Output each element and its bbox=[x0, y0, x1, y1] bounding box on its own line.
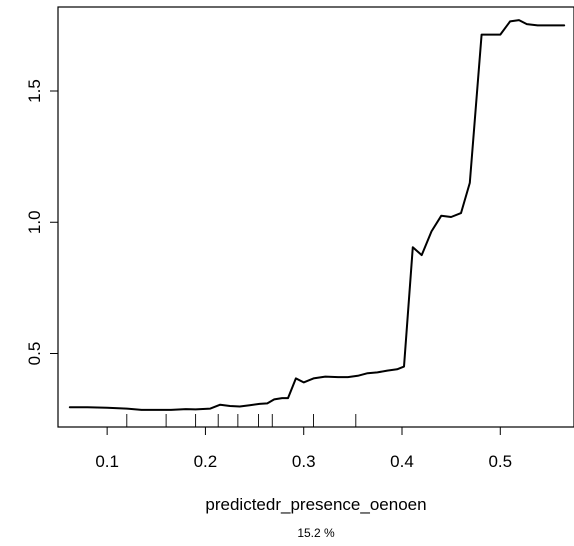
x-tick-label: 0.4 bbox=[390, 452, 414, 471]
series-layer bbox=[68, 19, 566, 411]
x-axis-sublabel: 15.2 % bbox=[297, 526, 335, 540]
x-axis: 0.1 0.2 0.3 0.4 0.5 bbox=[95, 426, 512, 471]
y-tick-label: 0.5 bbox=[25, 342, 44, 366]
y-tick-label: 1.5 bbox=[25, 79, 44, 103]
x-tick-label: 0.2 bbox=[194, 452, 218, 471]
x-tick-label: 0.1 bbox=[95, 452, 119, 471]
plot-frame bbox=[57, 6, 574, 428]
rug-marks bbox=[126, 414, 357, 427]
x-axis-title: predictedr_presence_oenoen bbox=[205, 495, 426, 514]
x-tick-label: 0.3 bbox=[292, 452, 316, 471]
y-axis: 0.5 1.0 1.5 bbox=[25, 79, 59, 366]
x-tick-label: 0.5 bbox=[488, 452, 512, 471]
series-line-0 bbox=[68, 19, 566, 411]
y-tick-label: 1.0 bbox=[25, 210, 44, 234]
